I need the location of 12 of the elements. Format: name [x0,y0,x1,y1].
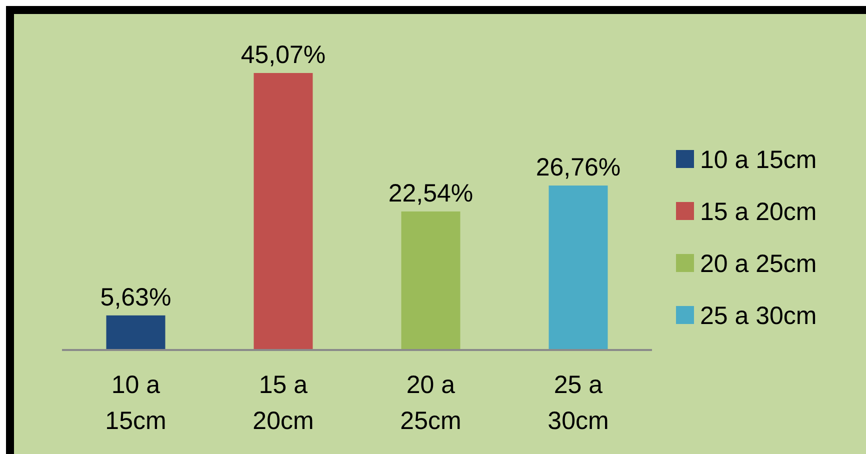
x-tick-label: 25 a 30cm [548,371,609,435]
data-label: 22,54% [388,179,474,208]
x-tick-label: 15 a 20cm [252,371,314,435]
legend-label: 20 a 25cm [700,250,817,278]
data-label: 5,63% [100,283,172,312]
x-tick-label: 20 a 25cm [400,371,462,435]
legend-label: 15 a 20cm [700,198,817,226]
data-label: 45,07% [240,41,326,69]
x-tick-label: 10 a 15cm [105,371,166,435]
data-label: 26,76% [536,154,621,182]
legend-label: 10 a 15cm [700,146,817,174]
legend-label: 25 a 30cm [700,302,817,330]
